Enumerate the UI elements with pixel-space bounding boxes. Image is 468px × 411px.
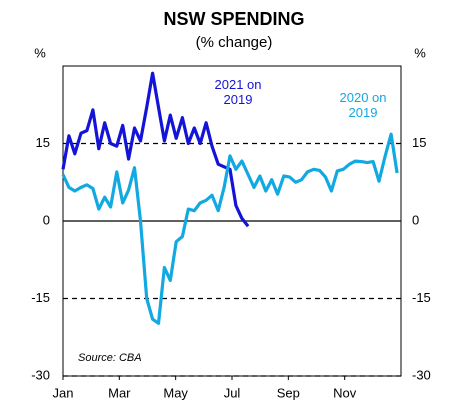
y-axis-label: % (34, 45, 46, 60)
x-tick-label: Sep (277, 385, 300, 400)
y-tick-label: -30 (31, 367, 50, 382)
series-label: 2021 on 2019 (215, 77, 262, 107)
y2-tick-label: -30 (412, 367, 431, 382)
x-tick-label: Nov (333, 385, 357, 400)
x-tick-label: Mar (108, 385, 131, 400)
y-tick-label: -15 (31, 290, 50, 305)
y-tick-label: 0 (43, 212, 50, 227)
y2-tick-label: -15 (412, 290, 431, 305)
series-line (61, 71, 250, 228)
chart-subtitle: (% change) (196, 34, 273, 51)
series-label: 2020 on 2019 (340, 90, 387, 120)
x-tick-label: May (163, 385, 188, 400)
y2-tick-label: 0 (412, 212, 419, 227)
source-note: Source: CBA (78, 352, 142, 364)
y-tick-label: 15 (36, 135, 50, 150)
y2-axis-label: % (414, 45, 426, 60)
series-line (61, 132, 399, 325)
y2-tick-label: 15 (412, 135, 426, 150)
x-tick-label: Jul (224, 385, 241, 400)
x-tick-label: Jan (53, 385, 74, 400)
chart-title: NSW SPENDING (163, 9, 304, 29)
